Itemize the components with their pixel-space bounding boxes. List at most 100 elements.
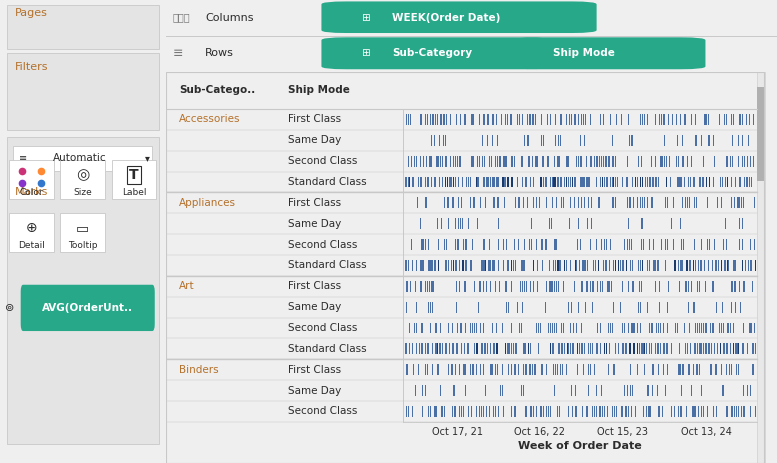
Bar: [601, 239, 602, 250]
Bar: [702, 406, 703, 417]
Bar: [449, 344, 450, 354]
Bar: [512, 156, 514, 167]
Bar: [427, 176, 429, 188]
Bar: [456, 114, 457, 125]
Bar: [647, 385, 649, 396]
Bar: [713, 156, 715, 167]
Bar: [506, 302, 507, 313]
Bar: [522, 260, 524, 271]
Bar: [493, 344, 495, 354]
Text: Automatic: Automatic: [53, 153, 106, 163]
Bar: [712, 281, 713, 292]
Bar: [507, 344, 508, 354]
Bar: [576, 323, 577, 333]
Bar: [507, 260, 509, 271]
Bar: [508, 364, 509, 375]
Text: ◎: ◎: [76, 167, 89, 182]
Bar: [637, 323, 639, 333]
Bar: [609, 344, 610, 354]
Bar: [531, 218, 532, 229]
Bar: [618, 344, 619, 354]
Bar: [586, 281, 587, 292]
Text: Pages: Pages: [15, 7, 47, 18]
Bar: [413, 364, 414, 375]
Bar: [571, 385, 573, 396]
Bar: [744, 260, 746, 271]
Bar: [547, 156, 549, 167]
Text: Ship Mode: Ship Mode: [552, 48, 615, 58]
Bar: [696, 281, 698, 292]
Text: Sub-Category: Sub-Category: [392, 48, 472, 58]
Bar: [658, 406, 660, 417]
Bar: [692, 260, 694, 271]
Text: AVG(OrderUnt..: AVG(OrderUnt..: [42, 303, 133, 313]
Bar: [474, 323, 476, 333]
FancyBboxPatch shape: [9, 160, 54, 199]
Bar: [497, 156, 498, 167]
Bar: [421, 239, 423, 250]
Bar: [479, 281, 481, 292]
Bar: [598, 197, 599, 208]
Bar: [423, 260, 424, 271]
Bar: [591, 156, 592, 167]
Bar: [455, 176, 456, 188]
Bar: [497, 197, 499, 208]
Bar: [700, 260, 702, 271]
Bar: [570, 323, 571, 333]
Bar: [553, 364, 554, 375]
Bar: [640, 260, 641, 271]
Bar: [531, 239, 532, 250]
Bar: [576, 156, 577, 167]
Bar: [505, 114, 506, 125]
Text: WEEK(Order Date): WEEK(Order Date): [392, 13, 500, 23]
Bar: [752, 344, 754, 354]
Bar: [706, 239, 708, 250]
Bar: [754, 197, 755, 208]
Bar: [559, 260, 561, 271]
Bar: [443, 114, 445, 125]
Bar: [473, 197, 475, 208]
Bar: [665, 385, 666, 396]
Bar: [739, 114, 740, 125]
Bar: [477, 176, 479, 188]
Bar: [592, 281, 594, 292]
Bar: [574, 197, 575, 208]
Bar: [597, 176, 598, 188]
Bar: [730, 176, 732, 188]
Bar: [742, 260, 743, 271]
Bar: [664, 114, 665, 125]
Bar: [507, 176, 509, 188]
Bar: [549, 281, 550, 292]
Bar: [684, 176, 685, 188]
Bar: [409, 344, 410, 354]
Bar: [732, 135, 733, 146]
Bar: [702, 344, 703, 354]
Bar: [536, 406, 538, 417]
Bar: [563, 197, 564, 208]
Bar: [444, 406, 445, 417]
Bar: [637, 176, 638, 188]
Bar: [462, 218, 463, 229]
Bar: [434, 176, 436, 188]
Bar: [720, 260, 722, 271]
Bar: [613, 364, 615, 375]
Bar: [579, 344, 580, 354]
Bar: [515, 344, 517, 354]
Bar: [663, 344, 665, 354]
Bar: [599, 406, 601, 417]
Bar: [498, 406, 500, 417]
Bar: [435, 406, 437, 417]
Bar: [622, 260, 624, 271]
Bar: [415, 385, 416, 396]
Text: ⊕: ⊕: [26, 221, 37, 235]
Bar: [425, 385, 427, 396]
Bar: [546, 364, 547, 375]
Bar: [720, 197, 722, 208]
Bar: [416, 302, 417, 313]
Text: Art: Art: [179, 282, 194, 291]
Bar: [457, 156, 458, 167]
Bar: [750, 406, 751, 417]
Text: ▭: ▭: [76, 221, 89, 235]
Bar: [416, 197, 418, 208]
Bar: [416, 344, 417, 354]
